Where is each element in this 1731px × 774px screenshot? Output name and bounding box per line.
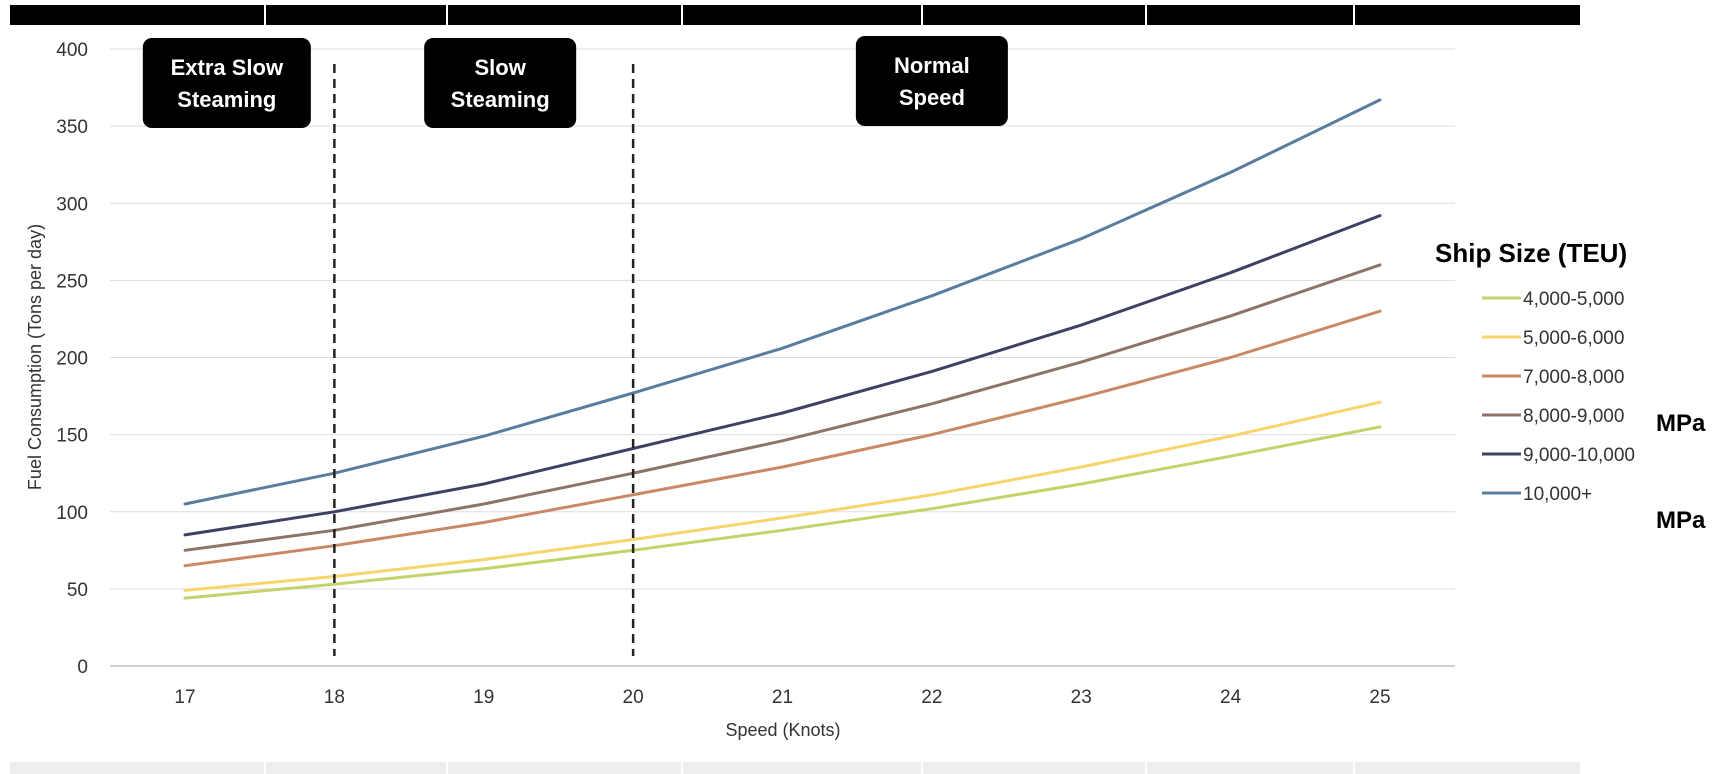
zone-label-text: Slow	[475, 55, 527, 80]
y-tick-label: 200	[56, 349, 88, 370]
y-tick-label: 350	[56, 117, 88, 138]
zone-label-text: Steaming	[177, 87, 276, 112]
zone-label-text: Steaming	[451, 87, 550, 112]
legend-entry: 9,000-10,000	[1523, 445, 1635, 466]
y-axis-title: Fuel Consumption (Tons per day)	[25, 224, 45, 490]
x-tick-label: 21	[772, 687, 793, 708]
x-tick-label: 19	[473, 687, 494, 708]
legend-entry: 4,000-5,000	[1523, 289, 1624, 310]
bottom-table-band	[10, 762, 1580, 774]
y-tick-label: 300	[56, 194, 88, 215]
legend-entry: 7,000-8,000	[1523, 367, 1624, 388]
y-tick-label: 0	[77, 657, 88, 678]
vertical-markers	[333, 64, 635, 656]
zone-label-box	[855, 36, 1008, 126]
y-tick-label: 400	[56, 40, 88, 61]
zone-label-text: Extra Slow	[171, 55, 284, 80]
top-table-band	[10, 5, 1580, 25]
zone-label-box	[142, 38, 311, 128]
legend-title: Ship Size (TEU)	[1435, 238, 1627, 268]
x-tick-label: 20	[623, 687, 644, 708]
y-tick-label: 250	[56, 271, 88, 292]
series-lines	[183, 98, 1382, 600]
x-tick-label: 24	[1220, 687, 1242, 708]
x-tick-label: 17	[174, 687, 195, 708]
legend: Ship Size (TEU) 4,000-5,000 5,000-6,000 7,…	[1435, 238, 1635, 505]
x-axis-title: Speed (Knots)	[725, 720, 840, 740]
x-tick-label: 25	[1369, 687, 1390, 708]
zone-label-box	[424, 38, 577, 128]
series-line	[183, 425, 1382, 600]
legend-entry: 10,000+	[1523, 484, 1592, 505]
series-line	[183, 309, 1382, 568]
x-tick-label: 23	[1071, 687, 1092, 708]
zone-annotations: Extra Slow Steaming Slow Steaming Normal Spee…	[142, 36, 1008, 128]
x-tick-label: 18	[324, 687, 345, 708]
y-tick-label: 50	[67, 580, 88, 601]
y-tick-labels: 0 50 100 150 200 250 300 350 400	[56, 40, 88, 678]
y-tick-label: 100	[56, 503, 88, 524]
zone-label-text: Normal	[894, 53, 970, 78]
side-unit-label: MPa	[1656, 507, 1706, 534]
zone-label-text: Speed	[899, 85, 965, 110]
gridlines	[110, 48, 1455, 667]
x-tick-labels: 17 18 19 20 21 22 23 24 25	[174, 687, 1390, 708]
side-unit-label: MPa	[1656, 410, 1706, 437]
series-line	[183, 98, 1382, 506]
series-line	[183, 214, 1382, 537]
x-tick-label: 22	[921, 687, 942, 708]
series-line	[183, 400, 1382, 592]
legend-entry: 8,000-9,000	[1523, 406, 1624, 427]
y-tick-label: 150	[56, 426, 88, 447]
series-line	[183, 263, 1382, 552]
legend-entry: 5,000-6,000	[1523, 328, 1624, 349]
